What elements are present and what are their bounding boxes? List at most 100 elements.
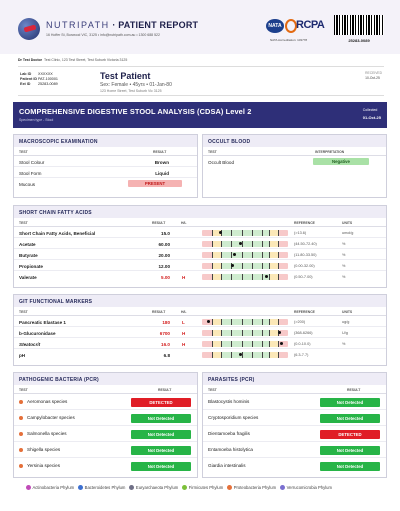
result-value: 6.8 xyxy=(163,352,170,358)
phylum-dot-icon xyxy=(19,415,23,420)
legend-label: Actinobacteria Phylum xyxy=(32,485,75,490)
range-bar xyxy=(202,229,288,236)
result-marker xyxy=(231,264,235,267)
legend-dot-icon xyxy=(182,484,188,490)
parasites-panel: PARASITES (PCR) TEST RESULT Blastocystis… xyxy=(202,372,387,478)
range-tick xyxy=(262,351,263,358)
result-marker xyxy=(219,231,223,234)
legend-dot-icon xyxy=(227,484,233,490)
range-tick xyxy=(241,251,243,258)
reference-range: (0.0-10.0) xyxy=(294,342,311,346)
range-tick xyxy=(251,262,253,269)
test-label: Salmonella species xyxy=(27,431,67,436)
phylum-dot-icon xyxy=(19,399,23,404)
occult-blood-panel: OCCULT BLOOD TEST INTERPRETATION Occult … xyxy=(202,134,387,198)
reference-range: (6.3-7.7) xyxy=(294,353,309,357)
phylum-dot-icon xyxy=(19,431,23,436)
range-tick xyxy=(241,273,243,280)
range-segment xyxy=(277,251,288,258)
test-name: Shigella species xyxy=(19,447,60,452)
range-bar xyxy=(202,340,288,347)
range-tick xyxy=(262,251,263,258)
scfa-rows: Short Chain Fatty Acids, Beneficial 15.0 (… xyxy=(14,227,386,282)
result-marker xyxy=(233,253,237,256)
column-headers: TEST RESULT H/L REFERENCE UNITS xyxy=(14,307,386,316)
patient-name: Test Patient xyxy=(100,71,151,81)
reference-range: (0.50-7.00) xyxy=(294,275,313,279)
range-segment xyxy=(212,329,221,336)
patient-info: Lab ID XXXXXX Patient IDPAT-100001 Ext ID… xyxy=(18,66,384,96)
table-row: Campylobacter species Not Detected xyxy=(14,410,197,426)
received-date: RECEIVED 10-Oct-25 xyxy=(365,71,382,80)
range-segment xyxy=(202,240,213,247)
status-badge: DETECTED xyxy=(131,397,191,407)
column-headers: TEST INTERPRETATION xyxy=(203,147,386,156)
report-title: COMPREHENSIVE DIGESTIVE STOOL ANALYSIS (… xyxy=(19,107,252,116)
range-tick xyxy=(269,340,270,347)
range-segment xyxy=(220,273,270,280)
range-segment xyxy=(202,262,213,269)
test-name: Steatocrit xyxy=(19,341,41,347)
status-badge: Not Detected xyxy=(320,413,380,423)
test-label: Yersinia species xyxy=(27,463,61,468)
range-segment xyxy=(269,251,278,258)
git-rows: Pancreatic Elastase 1 180 L (>200) ug/g b-Glu… xyxy=(14,316,386,360)
range-segment xyxy=(212,318,221,325)
range-tick xyxy=(212,229,213,236)
status-badge: Not Detected xyxy=(131,413,191,423)
legend-item: Bacteroidetes Phylum xyxy=(78,484,126,490)
range-tick xyxy=(212,240,213,247)
report-header: NUTRIPATH · PATIENT REPORT 16 Hoffer St,… xyxy=(0,0,400,54)
range-tick xyxy=(241,340,243,347)
range-tick xyxy=(251,229,253,236)
test-name: Pancreatic Elastase 1 xyxy=(19,319,66,325)
legend-dot-icon xyxy=(280,484,286,490)
legend-dot-icon xyxy=(129,484,135,490)
range-segment xyxy=(220,340,270,347)
units: umol/g xyxy=(342,231,354,235)
range-segment xyxy=(212,262,221,269)
range-tick xyxy=(212,273,213,280)
status-badge: Not Detected xyxy=(131,445,191,455)
table-row: Blastocystis hominis Not Detected xyxy=(203,394,386,410)
reference-range: (>200) xyxy=(294,320,306,324)
range-tick xyxy=(220,340,222,347)
table-row: Salmonella species Not Detected xyxy=(14,426,197,442)
legend-item: Euryarchaeota Phylum xyxy=(129,484,178,490)
range-tick xyxy=(269,229,270,236)
range-segment xyxy=(277,262,288,269)
units: % xyxy=(342,342,346,346)
macroscopic-panel: MACROSCOPIC EXAMINATION TEST RESULT Stoo… xyxy=(13,134,198,198)
units: % xyxy=(342,275,346,279)
legend-label: Firmicutes Phylum xyxy=(188,485,224,490)
legend-label: Verrucomicrobia Phylum xyxy=(286,485,332,490)
range-tick xyxy=(220,240,222,247)
status-badge: Not Detected xyxy=(131,461,191,471)
status-badge: Not Detected xyxy=(131,429,191,439)
range-tick xyxy=(277,340,279,347)
bacteria-rows: Aeromonas species DETECTED Campylobacter s… xyxy=(14,394,197,474)
legend-label: Bacteroidetes Phylum xyxy=(84,485,126,490)
range-tick xyxy=(262,229,263,236)
column-headers: TEST RESULT xyxy=(14,147,197,156)
specimen-type: Specimen type - Stool xyxy=(19,118,54,122)
table-row: Mucous PRESENT xyxy=(14,178,197,189)
range-tick xyxy=(262,262,263,269)
range-bar xyxy=(202,351,288,358)
table-row: Dientamoeba fragilis DETECTED xyxy=(203,426,386,442)
test-name: Aeromonas species xyxy=(19,399,67,404)
range-tick xyxy=(220,251,222,258)
range-tick xyxy=(231,318,232,325)
range-tick xyxy=(231,351,232,358)
range-segment xyxy=(269,318,278,325)
patient-address: 123 Home Street, Test Suburb Vic 3125 xyxy=(100,89,162,93)
parasite-rows: Blastocystis hominis Not Detected Cryptosp… xyxy=(203,394,386,474)
range-tick xyxy=(277,351,279,358)
range-tick xyxy=(251,318,253,325)
panel-title: PARASITES (PCR) xyxy=(203,373,386,385)
table-row: Entamoeba histolytica Not Detected xyxy=(203,442,386,458)
table-row: Butyrate 20.00 (11.80-33.50)% xyxy=(14,249,386,260)
range-segment xyxy=(212,240,221,247)
range-tick xyxy=(212,251,213,258)
range-segment xyxy=(277,273,288,280)
